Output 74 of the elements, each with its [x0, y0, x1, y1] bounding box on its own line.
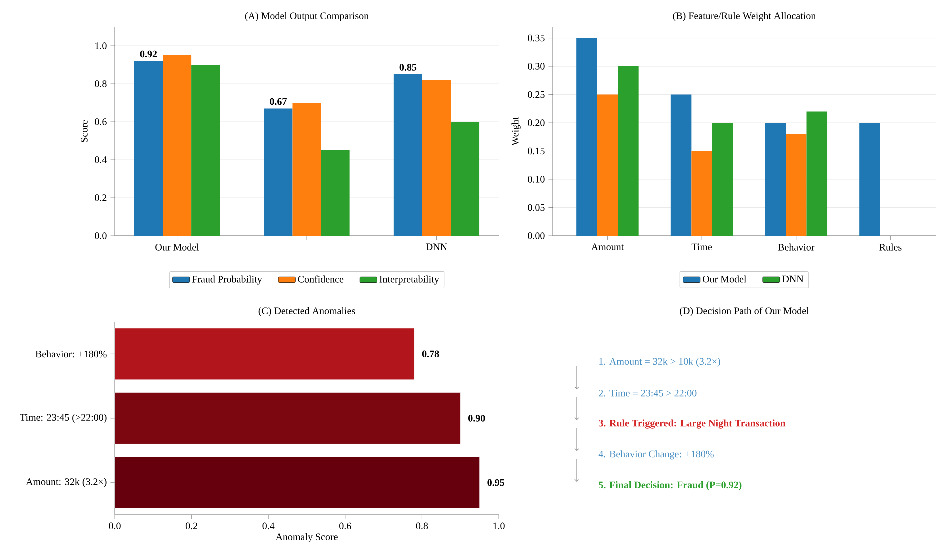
- text: 2. Time = 23:45 > 22:00: [599, 390, 697, 397]
- text: 3. Rule Triggered: Large Night Transaction: [599, 420, 786, 429]
- y-tick-label: 0.15: [528, 148, 545, 155]
- chart-title: (C) Detected Anomalies: [258, 307, 356, 316]
- bar: [860, 123, 880, 236]
- y-tick-label: 0.20: [528, 120, 545, 126]
- y-tick-label: 0.4: [95, 156, 108, 164]
- legend-label: DNN: [782, 276, 804, 282]
- y-tick-label: 0.10: [528, 176, 545, 183]
- y-tick-label: 0.6: [95, 118, 107, 126]
- y-tick-label: 0.30: [528, 63, 545, 70]
- x-tick-label: Amount: [591, 244, 624, 250]
- legend-label: Our Model: [702, 276, 747, 283]
- x-tick-label: Behavior: [778, 244, 815, 251]
- bar: [292, 102, 322, 236]
- bar: [692, 151, 712, 236]
- x-tick-label: 0.4: [262, 522, 275, 530]
- data-label: 0.92: [140, 50, 158, 58]
- y-tick-label: 1.0: [96, 42, 107, 50]
- bar: [576, 38, 598, 236]
- bar: [597, 94, 618, 236]
- bar: [264, 108, 293, 236]
- bar: [114, 392, 461, 444]
- y-tick-label: 0.35: [528, 34, 545, 42]
- bar: [422, 80, 452, 236]
- data-label: 0.90: [468, 415, 486, 422]
- x-tick-label: 1.0: [494, 522, 505, 530]
- bar: [786, 134, 807, 236]
- legend-label: Fraud Probability: [192, 276, 262, 285]
- y-axis-title: Weight: [512, 117, 521, 146]
- x-tick-label: 0.0: [109, 522, 121, 530]
- bar: [670, 94, 692, 236]
- bar: [806, 112, 828, 236]
- bar: [321, 150, 350, 236]
- data-label: 0.95: [488, 479, 504, 486]
- bar: [712, 123, 734, 236]
- y-tick-label: Behavior: +180%: [36, 350, 107, 358]
- legend-label: Interpretability: [380, 276, 440, 285]
- bar: [163, 55, 192, 236]
- y-tick-label: Time: 23:45 (>22:00): [20, 414, 107, 424]
- y-tick-label: 0.0: [95, 232, 107, 240]
- bar: [192, 64, 220, 236]
- text: (D) Decision Path of Our Model: [680, 307, 810, 316]
- chart-title: (A) Model Output Comparison: [245, 12, 369, 22]
- y-tick-label: 0.2: [95, 194, 107, 202]
- bar: [618, 66, 639, 236]
- y-axis-title: Score: [81, 120, 88, 142]
- x-tick-label: Time: [692, 244, 712, 251]
- text: 1. Amount = 32k > 10k (3.2×): [600, 358, 720, 368]
- bar: [451, 122, 480, 236]
- text: 4. Behavior Change: +180%: [598, 450, 714, 460]
- x-axis-title: Anomaly Score: [276, 533, 338, 543]
- x-tick-label: 0.8: [416, 522, 428, 530]
- bar: [394, 74, 422, 236]
- bar: [134, 61, 164, 236]
- x-tick-label: Rules: [880, 244, 902, 251]
- text: 5. Final Decision: Fraud (P=0.92): [599, 481, 742, 491]
- x-tick-label: Our Model: [156, 244, 200, 251]
- y-tick-label: 0.05: [528, 204, 545, 212]
- data-label: 0.78: [422, 350, 440, 358]
- x-tick-label: 0.2: [186, 522, 198, 530]
- legend-label: Confidence: [298, 276, 344, 283]
- y-tick-label: 0.00: [528, 232, 545, 240]
- x-tick-label: DNN: [426, 244, 448, 250]
- bar: [114, 328, 415, 380]
- bar: [765, 123, 786, 236]
- bar: [114, 456, 480, 509]
- data-label: 0.85: [400, 64, 417, 71]
- chart-title: (B) Feature/Rule Weight Allocation: [673, 12, 816, 22]
- y-tick-label: 0.25: [528, 91, 545, 98]
- y-tick-label: 0.8: [95, 80, 107, 88]
- y-tick-label: Amount: 32k (3.2×): [26, 478, 107, 488]
- x-tick-label: 0.6: [340, 522, 352, 530]
- data-label: 0.67: [270, 98, 287, 106]
